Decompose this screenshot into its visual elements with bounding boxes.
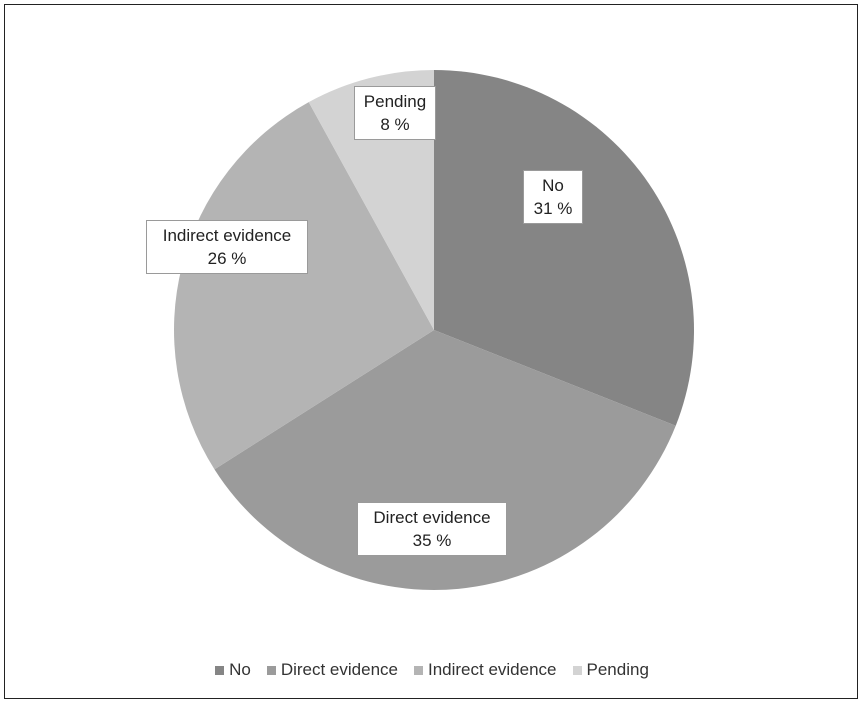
legend-swatch-indirect-evidence (413, 665, 423, 675)
data-label-no: No 31 % (523, 170, 583, 224)
pie-slice-no (434, 70, 694, 426)
data-label-indirect-evidence-value: 26 % (207, 249, 247, 268)
pie-slice-indirect-evidence (174, 102, 435, 470)
data-label-pending-value: 8 % (380, 115, 410, 134)
data-label-indirect-evidence-name: Indirect evidence (162, 226, 292, 245)
data-label-pending: Pending 8 % (354, 86, 436, 140)
data-label-direct-evidence-name: Direct evidence (373, 508, 491, 527)
legend-item-direct-evidence: Direct evidence (266, 660, 398, 680)
legend-swatch-pending (572, 665, 582, 675)
legend-label-pending: Pending (586, 660, 649, 679)
legend-item-no: No (215, 660, 251, 680)
legend: No Direct evidence Indirect evidence Pen… (0, 660, 864, 680)
legend-item-pending: Pending (572, 660, 649, 680)
legend-swatch-direct-evidence (266, 665, 276, 675)
pie-slice-direct-evidence (214, 330, 676, 590)
legend-label-no: No (229, 660, 251, 679)
data-label-direct-evidence-value: 35 % (412, 531, 452, 550)
legend-item-indirect-evidence: Indirect evidence (413, 660, 557, 680)
data-label-no-name: No (542, 176, 564, 195)
data-label-pending-name: Pending (363, 92, 427, 111)
data-label-no-value: 31 % (533, 199, 573, 218)
legend-label-indirect-evidence: Indirect evidence (427, 660, 557, 679)
legend-label-direct-evidence: Direct evidence (280, 660, 398, 679)
data-label-direct-evidence: Direct evidence 35 % (357, 502, 507, 556)
data-label-indirect-evidence: Indirect evidence 26 % (146, 220, 308, 274)
legend-swatch-no (215, 665, 225, 675)
